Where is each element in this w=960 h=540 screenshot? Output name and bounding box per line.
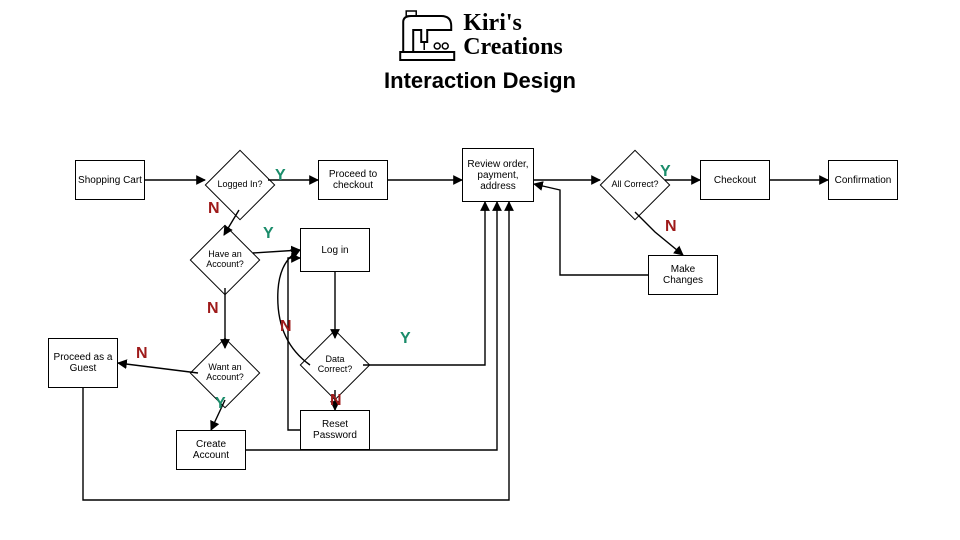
label-y1: Y — [275, 167, 286, 185]
node-checkout: Checkout — [700, 160, 770, 200]
node-proceed-checkout: Proceed to checkout — [318, 160, 388, 200]
label-y5: Y — [660, 163, 671, 181]
node-label: All Correct? — [611, 180, 658, 190]
edge-14 — [288, 258, 300, 430]
node-label: Checkout — [714, 175, 756, 186]
label-y2: Y — [263, 225, 274, 243]
edge-6 — [224, 210, 239, 235]
node-label: Data Correct? — [310, 355, 360, 375]
node-label: Proceed as a Guest — [51, 352, 115, 374]
node-label: Confirmation — [835, 175, 892, 186]
node-reset-password: Reset Password — [300, 410, 370, 450]
node-proceed-guest: Proceed as a Guest — [48, 338, 118, 388]
node-label: Shopping Cart — [78, 175, 142, 186]
node-label: Proceed to checkout — [321, 169, 385, 191]
node-have-account: Have an Account? — [200, 235, 250, 285]
node-label: Create Account — [179, 439, 243, 461]
node-label: Want an Account? — [200, 363, 250, 383]
brand-line-2: Creations — [463, 35, 563, 59]
sewing-machine-icon — [397, 8, 457, 62]
brand-header: Kiri's Creations — [397, 8, 563, 62]
label-n4_loop: N — [280, 318, 292, 336]
label-y3: Y — [215, 395, 226, 413]
edge-9 — [118, 363, 198, 373]
edge-15 — [363, 202, 485, 365]
node-confirmation: Confirmation — [828, 160, 898, 200]
brand-line-1: Kiri's — [463, 11, 563, 35]
label-n5: N — [665, 218, 677, 236]
node-log-in: Log in — [300, 228, 370, 272]
node-data-correct: Data Correct? — [310, 340, 360, 390]
page-title: Interaction Design — [384, 68, 576, 94]
node-label: Log in — [321, 245, 348, 256]
node-review: Review order, payment, address — [462, 148, 534, 202]
label-n1: N — [208, 200, 220, 218]
edge-7 — [253, 250, 300, 253]
node-label: Logged In? — [217, 180, 262, 190]
node-want-account: Want an Account? — [200, 348, 250, 398]
node-all-correct: All Correct? — [610, 160, 660, 210]
label-n3: N — [136, 345, 148, 363]
node-logged-in: Logged In? — [215, 160, 265, 210]
node-create-account: Create Account — [176, 430, 246, 470]
node-label: Review order, payment, address — [465, 159, 531, 192]
node-shopping-cart: Shopping Cart — [75, 160, 145, 200]
label-n4_down: N — [330, 392, 342, 410]
node-label: Reset Password — [303, 419, 367, 441]
node-label: Make Changes — [651, 264, 715, 286]
node-label: Have an Account? — [200, 250, 250, 270]
node-make-changes: Make Changes — [648, 255, 718, 295]
label-n2: N — [207, 300, 219, 318]
label-y4: Y — [400, 330, 411, 348]
